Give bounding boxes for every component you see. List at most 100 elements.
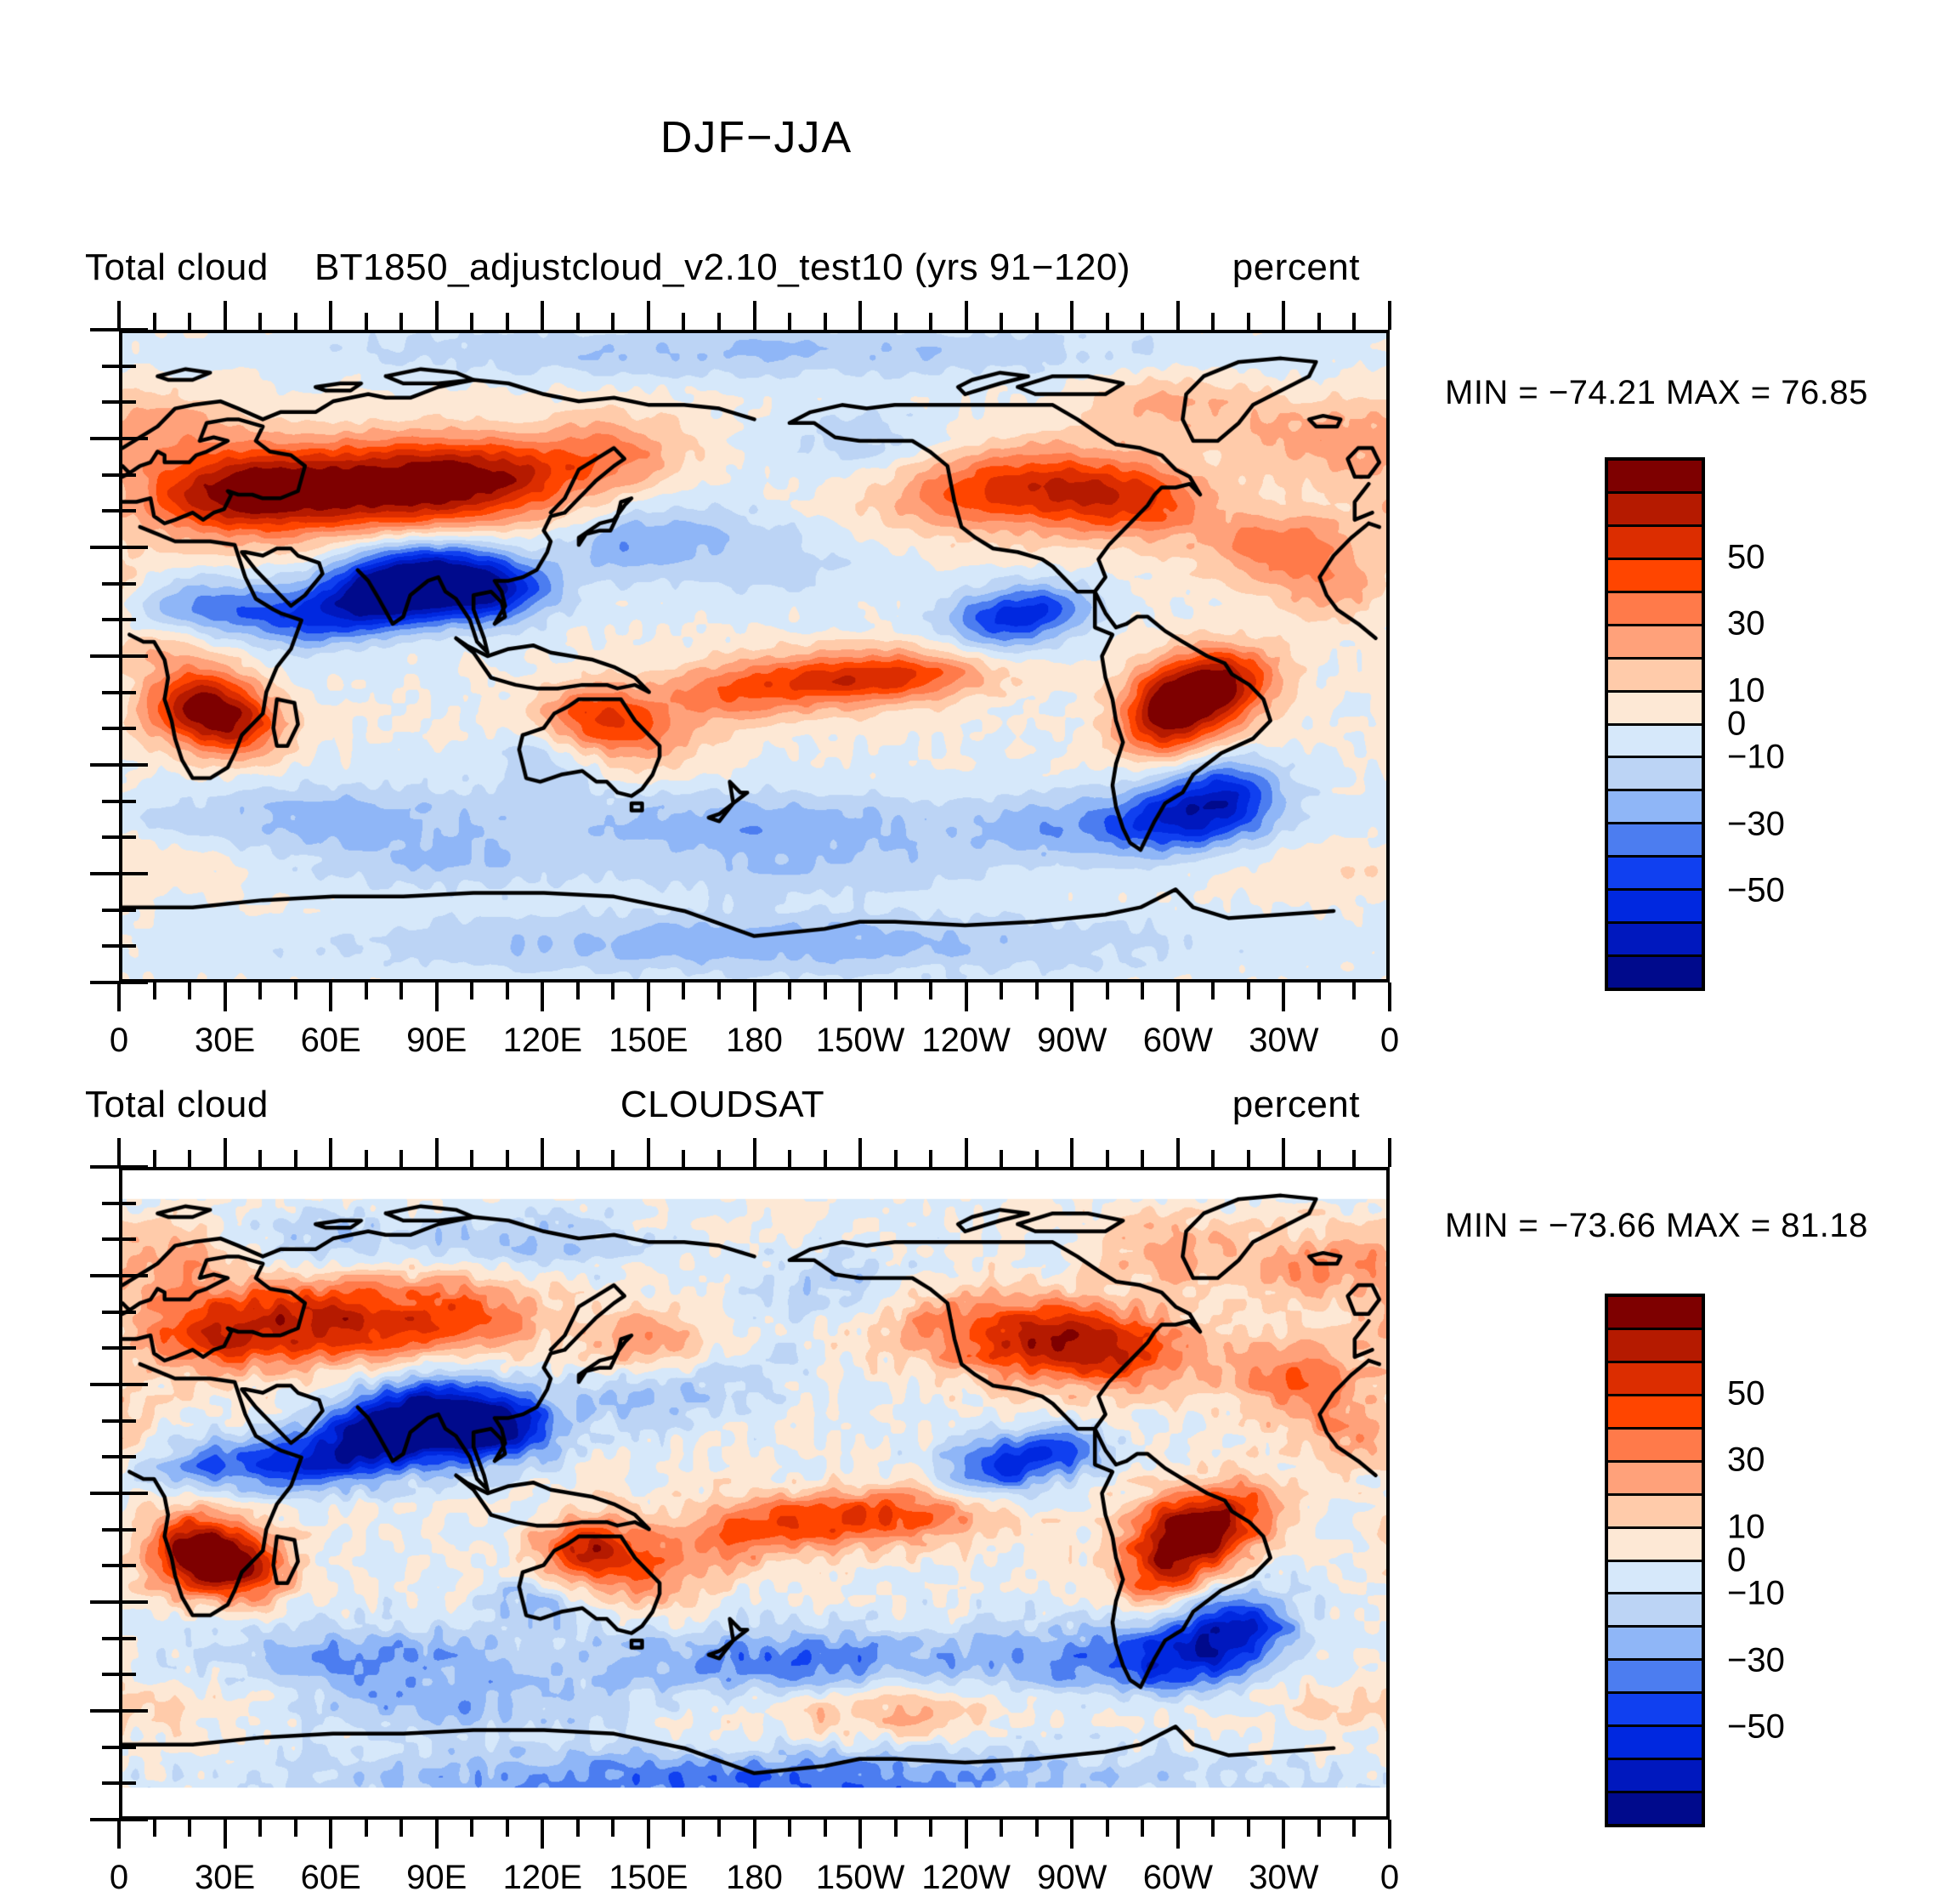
- x-axis-minor-tick: [399, 1150, 404, 1167]
- y-axis-minor-tick: [119, 1636, 136, 1640]
- x-axis-minor-tick: [470, 1820, 474, 1837]
- x-axis-minor-tick: [293, 1820, 297, 1837]
- map-plot-area[interactable]: [119, 1167, 1390, 1820]
- x-axis-tick: [858, 301, 863, 330]
- x-axis-label: 90W: [1037, 1859, 1107, 1896]
- x-axis-minor-tick: [1141, 1820, 1145, 1837]
- x-axis-minor-tick: [364, 313, 368, 330]
- x-axis-tick: [223, 301, 227, 330]
- x-axis-tick: [223, 1820, 227, 1849]
- y-axis-tick: [119, 763, 148, 767]
- x-axis-minor-tick: [1317, 313, 1321, 330]
- x-axis-minor-tick: [364, 1820, 368, 1837]
- y-axis-minor-tick: [102, 835, 119, 840]
- colorbar-band: [1608, 1561, 1702, 1595]
- x-axis-tick: [117, 982, 121, 1011]
- x-axis-tick: [329, 1138, 333, 1167]
- x-axis-minor-tick: [929, 982, 933, 999]
- y-axis-minor-tick: [119, 690, 136, 694]
- x-axis-minor-tick: [188, 1820, 192, 1837]
- y-axis-minor-tick: [102, 690, 119, 694]
- x-axis-minor-tick: [682, 982, 686, 999]
- x-axis-label: 150W: [815, 1859, 905, 1896]
- colorbar-band: [1608, 592, 1702, 626]
- panel-header: Total cloud BT1850_adjustcloud_v2.10_tes…: [85, 246, 1360, 297]
- map-field-canvas: [122, 333, 1386, 979]
- x-axis-label: 150W: [815, 1022, 905, 1059]
- colorbar-band: [1608, 559, 1702, 593]
- x-axis-label: 90W: [1037, 1022, 1107, 1059]
- y-axis-tick: [119, 546, 148, 549]
- x-axis-minor-tick: [293, 1150, 297, 1167]
- colorbar-tick-label: −50: [1727, 1707, 1785, 1746]
- colorbar-band: [1608, 1429, 1702, 1463]
- y-axis-minor-tick: [119, 944, 136, 948]
- x-axis-tick: [117, 1820, 121, 1849]
- y-axis-tick: [90, 1165, 119, 1169]
- x-axis-minor-tick: [1034, 313, 1039, 330]
- colorbar-tick-label: 0: [1727, 1541, 1747, 1579]
- y-axis-minor-tick: [119, 618, 136, 622]
- x-axis-label: 180: [726, 1859, 783, 1896]
- colorbar-band: [1608, 1495, 1702, 1529]
- y-axis-minor-tick: [102, 908, 119, 912]
- x-axis-label: 30W: [1249, 1859, 1319, 1896]
- colorbar-labels: 50 30 10 0 −10 −30 −50: [1727, 1294, 1897, 1827]
- y-axis-minor-tick: [119, 473, 136, 477]
- x-axis-tick: [1388, 1138, 1391, 1167]
- y-axis-minor-tick: [119, 799, 136, 803]
- x-axis-minor-tick: [823, 313, 827, 330]
- y-axis-tick: [119, 1600, 148, 1604]
- y-axis-minor-tick: [119, 1564, 136, 1568]
- colorbar[interactable]: [1605, 1294, 1705, 1827]
- x-axis-tick: [1070, 1820, 1074, 1849]
- y-axis-minor-tick: [102, 1673, 119, 1677]
- y-axis-minor-tick: [102, 364, 119, 368]
- colorbar-band: [1608, 1694, 1702, 1728]
- colorbar-band: [1608, 1661, 1702, 1695]
- x-axis-minor-tick: [1352, 1820, 1357, 1837]
- x-axis-tick: [434, 301, 439, 330]
- x-axis-tick: [329, 982, 333, 1011]
- y-axis-tick: [90, 1818, 119, 1821]
- x-axis-minor-tick: [1105, 1150, 1109, 1167]
- colorbar-tick-label: 10: [1727, 671, 1765, 710]
- colorbar-labels: 50 30 10 0 −10 −30 −50: [1727, 457, 1897, 991]
- x-axis-minor-tick: [1105, 982, 1109, 999]
- y-axis-tick: [119, 1165, 148, 1169]
- colorbar-tick-label: 0: [1727, 705, 1747, 743]
- y-axis-minor-tick: [102, 1781, 119, 1786]
- y-axis-minor-tick: [119, 727, 136, 731]
- x-axis-minor-tick: [1246, 1820, 1250, 1837]
- x-axis-tick: [964, 1138, 968, 1167]
- x-axis-minor-tick: [717, 1820, 721, 1837]
- colorbar[interactable]: [1605, 457, 1705, 991]
- x-axis-tick: [329, 301, 333, 330]
- y-axis-minor-tick: [119, 1527, 136, 1532]
- x-axis-label: 150E: [609, 1022, 688, 1059]
- y-axis-minor-tick: [119, 908, 136, 912]
- y-axis-tick: [90, 1600, 119, 1604]
- x-axis-minor-tick: [1000, 982, 1004, 999]
- x-axis-label: 60E: [300, 1022, 361, 1059]
- x-axis-minor-tick: [1105, 313, 1109, 330]
- y-axis-minor-tick: [119, 1201, 136, 1205]
- map-plot-area[interactable]: [119, 330, 1390, 982]
- minmax-readout: MIN = −74.21 MAX = 76.85: [1445, 374, 1868, 411]
- y-axis-tick: [90, 437, 119, 440]
- y-axis-minor-tick: [102, 1564, 119, 1568]
- x-axis-minor-tick: [1246, 313, 1250, 330]
- x-axis-tick: [646, 1138, 650, 1167]
- x-axis-minor-tick: [470, 313, 474, 330]
- y-axis-minor-tick: [102, 1455, 119, 1459]
- x-axis-label: 60W: [1142, 1022, 1213, 1059]
- panel-header: Total cloud CLOUDSAT percent: [85, 1084, 1360, 1135]
- colorbar-band: [1608, 626, 1702, 660]
- x-axis-minor-tick: [399, 313, 404, 330]
- y-axis-minor-tick: [102, 1310, 119, 1314]
- y-axis-minor-tick: [119, 1781, 136, 1786]
- x-axis-label: 120E: [502, 1859, 583, 1896]
- x-axis-tick: [752, 1138, 756, 1167]
- x-axis-minor-tick: [1000, 1150, 1004, 1167]
- x-axis-minor-tick: [1141, 1150, 1145, 1167]
